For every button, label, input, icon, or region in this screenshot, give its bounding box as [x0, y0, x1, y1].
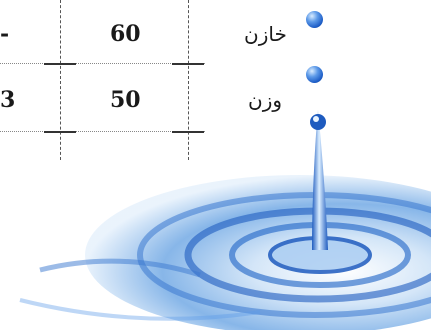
table-row-separator	[0, 131, 205, 132]
grid-cross	[44, 63, 76, 65]
water-bead-icon	[306, 11, 323, 28]
table-divider-right	[188, 0, 189, 160]
label-second: وزن	[248, 88, 283, 112]
table-row-separator	[0, 63, 205, 64]
table-cell-partial: 3	[0, 87, 16, 113]
table-cell-value: 50	[110, 87, 141, 113]
grid-cross	[44, 131, 76, 133]
label-first: خازن	[244, 22, 287, 46]
table-cell-value: 60	[110, 21, 141, 47]
water-bead-icon	[306, 66, 323, 83]
grid-cross	[172, 63, 204, 65]
table-cell-partial: -	[0, 21, 10, 47]
table-divider-left	[60, 0, 61, 160]
grid-cross	[172, 131, 204, 133]
